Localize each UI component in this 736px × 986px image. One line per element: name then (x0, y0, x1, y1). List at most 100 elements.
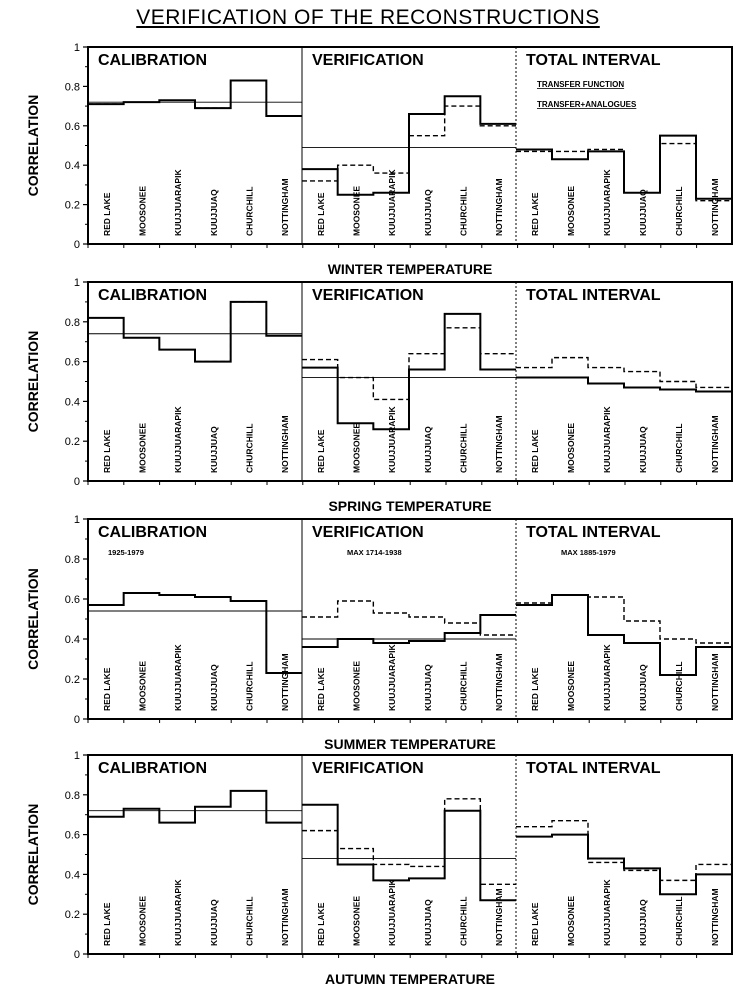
station-label: NOTTINGHAM (494, 415, 504, 473)
station-label: MOOSONEE (352, 896, 362, 946)
station-label: RED LAKE (530, 192, 540, 236)
y-tick-label: 0 (74, 949, 80, 961)
station-label: NOTTINGHAM (710, 415, 720, 473)
y-tick-label: 0 (74, 476, 80, 488)
station-label: NOTTINGHAM (494, 178, 504, 236)
series-line-transfer-analogues (302, 105, 516, 182)
series-line-transfer-analogues (302, 798, 516, 886)
station-label: KUUJJUARAPIK (602, 169, 612, 236)
station-label: KUUJJUAQ (209, 664, 219, 711)
section-label: TOTAL INTERVAL (526, 52, 661, 69)
station-label: MOOSONEE (352, 186, 362, 236)
station-label: KUUJJUARAPIK (387, 879, 397, 946)
panel-frame (87, 518, 733, 720)
station-label: MOOSONEE (566, 896, 576, 946)
station-label: CHURCHILL (459, 423, 469, 473)
station-label: KUUJJUAQ (209, 899, 219, 946)
section-label: VERIFICATION (312, 524, 424, 541)
station-label: MOOSONEE (352, 423, 362, 473)
y-tick-label: 0.6 (65, 594, 80, 606)
station-label: NOTTINGHAM (710, 653, 720, 711)
series-line-transfer-function (516, 134, 732, 200)
series-line-transfer-function (302, 312, 516, 431)
section-label: CALIBRATION (98, 287, 207, 304)
station-label: MOOSONEE (566, 661, 576, 711)
station-label: CHURCHILL (674, 186, 684, 236)
y-tick-label: 0.2 (65, 909, 80, 921)
station-label: KUUJJUAQ (423, 426, 433, 473)
section-label: CALIBRATION (98, 52, 207, 69)
station-label: RED LAKE (530, 429, 540, 473)
y-tick-label: 1 (74, 277, 80, 289)
station-label: NOTTINGHAM (710, 178, 720, 236)
period-note: 1925-1979 (108, 548, 144, 557)
station-label: MOOSONEE (138, 896, 148, 946)
station-label: CHURCHILL (674, 896, 684, 946)
station-label: NOTTINGHAM (280, 415, 290, 473)
series-line-transfer-analogues (516, 356, 732, 389)
station-label: KUUJJUAQ (423, 899, 433, 946)
series-line-transfer-analogues (516, 142, 732, 202)
station-label: CHURCHILL (674, 423, 684, 473)
y-axis-label: CORRELATION (25, 568, 41, 670)
y-tick-label: 0.8 (65, 81, 80, 93)
station-label: RED LAKE (102, 667, 112, 711)
series-line-transfer-analogues (302, 600, 516, 636)
station-label: KUUJJUAQ (423, 664, 433, 711)
station-label: KUUJJUAQ (209, 189, 219, 236)
series-line-transfer-function (302, 95, 516, 196)
station-label: RED LAKE (316, 429, 326, 473)
station-label: MOOSONEE (138, 186, 148, 236)
station-label: KUUJJUAQ (209, 426, 219, 473)
station-label: KUUJJUAQ (638, 189, 648, 236)
y-tick-label: 1 (74, 42, 80, 54)
station-label: MOOSONEE (138, 423, 148, 473)
station-label: RED LAKE (102, 192, 112, 236)
station-label: RED LAKE (102, 429, 112, 473)
station-label: KUUJJUARAPIK (173, 879, 183, 946)
y-tick-label: 0.4 (65, 869, 80, 881)
series-line-transfer-function (302, 803, 516, 902)
y-tick-label: 0.2 (65, 436, 80, 448)
station-label: KUUJJUAQ (638, 426, 648, 473)
period-note: MAX 1714-1938 (347, 548, 402, 557)
legend-item-dashed: TRANSFER+ANALOGUES (537, 100, 637, 109)
station-label: KUUJJUAQ (638, 664, 648, 711)
station-label: MOOSONEE (566, 186, 576, 236)
period-note: MAX 1885-1979 (561, 548, 616, 557)
station-label: CHURCHILL (459, 896, 469, 946)
y-tick-label: 0.4 (65, 634, 80, 646)
station-label: KUUJJUARAPIK (387, 406, 397, 473)
y-tick-label: 0 (74, 239, 80, 251)
station-label: NOTTINGHAM (710, 888, 720, 946)
y-axis-label: CORRELATION (25, 95, 41, 197)
station-label: NOTTINGHAM (494, 653, 504, 711)
station-label: KUUJJUAQ (638, 899, 648, 946)
series-line-transfer-function (516, 376, 732, 393)
station-label: CHURCHILL (245, 661, 255, 711)
series-line-transfer-analogues (516, 594, 732, 644)
section-label: CALIBRATION (98, 760, 207, 777)
y-tick-label: 0.8 (65, 317, 80, 329)
section-label: VERIFICATION (312, 287, 424, 304)
series-line-transfer-analogues (88, 790, 302, 824)
section-label: TOTAL INTERVAL (526, 760, 661, 777)
y-tick-label: 0 (74, 714, 80, 726)
section-label: TOTAL INTERVAL (526, 524, 661, 541)
series-line-transfer-analogues (516, 819, 732, 882)
y-tick-label: 1 (74, 750, 80, 762)
station-label: RED LAKE (316, 192, 326, 236)
y-axis-label: CORRELATION (25, 804, 41, 906)
series-line-transfer-function (88, 300, 302, 363)
station-label: RED LAKE (102, 902, 112, 946)
y-tick-label: 0.2 (65, 674, 80, 686)
station-label: CHURCHILL (459, 186, 469, 236)
station-label: MOOSONEE (138, 661, 148, 711)
y-tick-label: 0.6 (65, 357, 80, 369)
station-label: RED LAKE (530, 902, 540, 946)
series-line-transfer-analogues (88, 79, 302, 117)
station-label: KUUJJUAQ (423, 189, 433, 236)
station-label: RED LAKE (316, 667, 326, 711)
y-tick-label: 0.6 (65, 830, 80, 842)
y-tick-label: 0.2 (65, 200, 80, 212)
